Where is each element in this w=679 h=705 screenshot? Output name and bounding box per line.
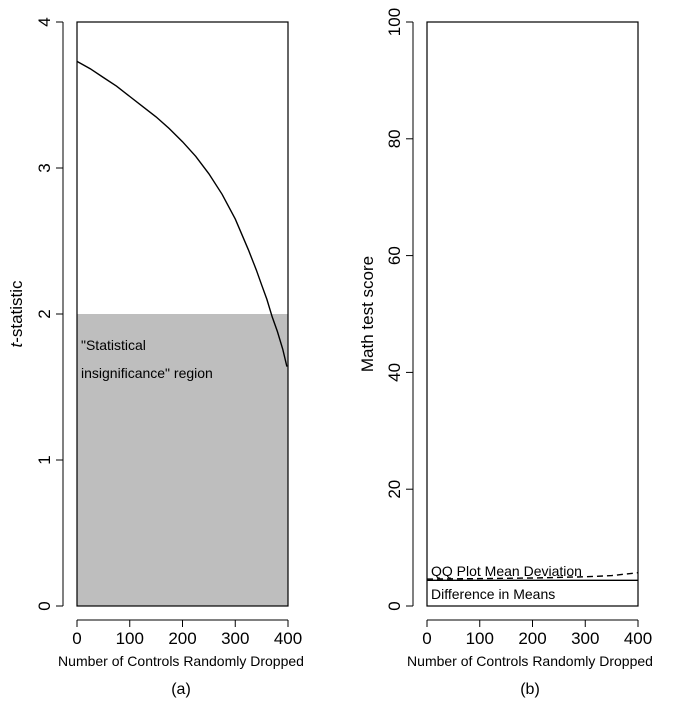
y-tick-label: 3 [35,163,54,172]
panel-a-region-label-line2: insignificance" region [81,365,213,381]
panel-a-plot-frame [76,21,289,607]
y-tick-label: 80 [385,129,404,148]
panel-a-caption: (a) [171,681,191,698]
x-tick-label: 400 [624,629,652,648]
series-line [76,60,288,367]
y-tick-label: 60 [385,246,404,265]
panel-a-y-axis-label: t-statistic [7,280,26,348]
panel-a-x-axis-label: Number of Controls Randomly Dropped [58,653,304,669]
panel-a-y-axis: 0 1 2 3 4 [35,17,64,611]
y-tick-label: 2 [35,309,54,318]
x-tick-label: 100 [116,629,144,648]
panel-b-x-axis: 0 100 200 300 400 [422,619,652,648]
panel-b-plot-frame [426,21,639,607]
panel-b-x-axis-label: Number of Controls Randomly Dropped [407,653,653,669]
panel-a-x-axis: 0 100 200 300 400 [72,619,302,648]
x-tick-label: 100 [466,629,494,648]
panel-b-caption: (b) [520,681,540,698]
panel-a-region-label-line1: "Statistical [81,337,146,353]
x-tick-label: 300 [221,629,249,648]
panel-b-legend-label-diff: Difference in Means [431,586,555,602]
panel-a: "Statistical insignificance" region 0 100… [7,17,304,698]
y-tick-label: 100 [385,8,404,36]
y-tick-label: 0 [35,601,54,610]
panel-b-series [426,572,639,581]
y-tick-label: 20 [385,480,404,499]
panel-b-legend-label-qq: QQ Plot Mean Deviation [431,563,582,579]
panel-b-y-axis-label: Math test score [358,256,377,372]
y-tick-label: 4 [35,17,54,26]
panel-a-shaded-region [77,314,288,606]
y-tick-label: 0 [385,601,404,610]
panel-b-y-axis: 0 20 40 60 80 100 [385,8,414,611]
x-tick-label: 200 [518,629,546,648]
panel-b: 0 100 200 300 400 0 20 40 60 80 100 QQ Plot Mean … [358,8,653,698]
y-tick-label: 40 [385,363,404,382]
panel-a-y-axis-label-rest: -statistic [7,280,26,343]
qq-plot-mean-deviation-line [426,572,639,580]
x-tick-label: 200 [168,629,196,648]
x-tick-label: 400 [274,629,302,648]
x-tick-label: 300 [571,629,599,648]
x-tick-label: 0 [422,629,431,648]
x-tick-label: 0 [72,629,81,648]
panel-a-y-axis-label-italic: t [7,342,26,348]
y-tick-label: 1 [35,455,54,464]
panel-a-series [76,60,288,367]
